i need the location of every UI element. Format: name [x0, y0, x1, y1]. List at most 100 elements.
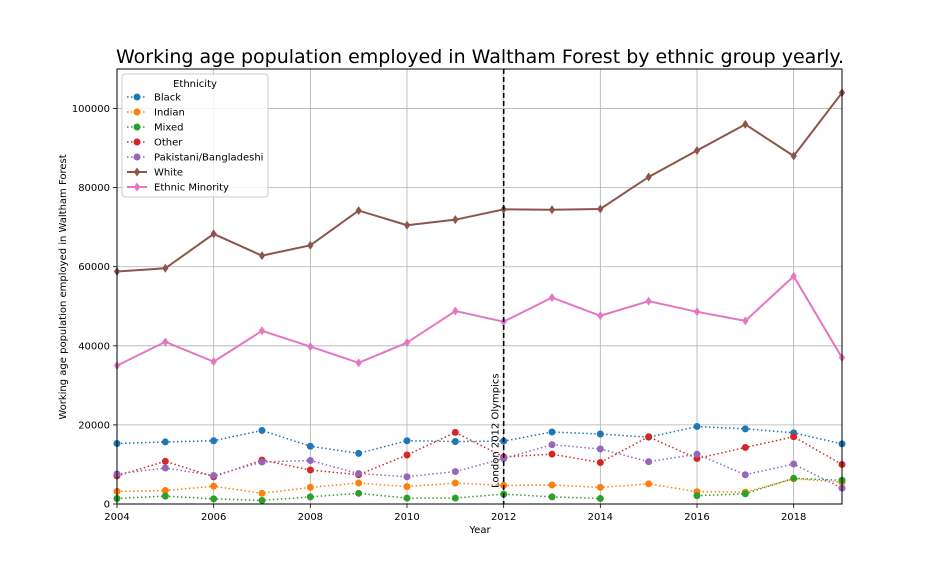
data-point — [403, 483, 411, 491]
legend-label: White — [154, 168, 183, 179]
data-point — [258, 251, 266, 261]
data-point — [645, 172, 652, 182]
data-point — [258, 489, 266, 497]
series-line — [696, 477, 843, 497]
data-point — [548, 428, 556, 436]
data-point — [645, 480, 653, 488]
legend-label: Ethnic Minority — [154, 183, 229, 194]
data-point — [355, 206, 362, 216]
data-point — [451, 479, 459, 487]
data-point — [741, 425, 749, 433]
data-point — [790, 433, 798, 441]
data-point — [742, 316, 749, 326]
data-point — [162, 337, 169, 347]
legend-marker — [133, 93, 141, 101]
data-point — [741, 443, 749, 451]
data-point — [596, 494, 604, 502]
data-point — [452, 306, 459, 316]
data-point — [645, 433, 653, 441]
legend-label: Mixed — [154, 123, 184, 134]
legend-label: Black — [154, 93, 181, 104]
data-point — [597, 204, 604, 214]
data-point — [161, 438, 169, 446]
data-point — [596, 458, 604, 466]
data-point — [258, 496, 266, 504]
data-point — [597, 311, 604, 321]
data-point — [307, 240, 314, 250]
legend-marker — [133, 167, 141, 177]
data-point — [210, 482, 218, 490]
data-point — [403, 437, 411, 445]
series-lines — [113, 88, 846, 504]
series-line — [116, 477, 843, 495]
data-point — [548, 481, 556, 489]
series-mixed — [113, 474, 846, 504]
x-tick-label: 2012 — [491, 512, 516, 523]
data-point — [355, 470, 363, 478]
data-point — [306, 493, 314, 501]
series-line — [116, 443, 843, 489]
data-point — [548, 441, 556, 449]
data-point — [161, 487, 169, 495]
data-point — [162, 263, 169, 273]
data-point — [258, 458, 266, 466]
data-point — [596, 483, 604, 491]
data-point — [548, 293, 556, 303]
data-point — [452, 215, 459, 225]
data-point — [693, 422, 701, 430]
data-point — [307, 342, 314, 352]
legend-label: Indian — [154, 108, 185, 119]
data-point — [210, 357, 217, 367]
x-tick-label: 2010 — [394, 512, 419, 523]
data-point — [548, 493, 556, 501]
data-point — [451, 468, 459, 476]
olympics-label: London 2012 Olympics — [491, 373, 502, 488]
legend-items: Black Indian Mixed Other Pakistani/Banglades… — [127, 93, 263, 194]
data-point — [742, 119, 749, 129]
legend-label: Pakistani/Bangladeshi — [154, 153, 263, 164]
x-tick-label: 2018 — [781, 512, 806, 523]
data-point — [693, 492, 701, 500]
data-point — [161, 457, 169, 465]
legend: Ethnicity Black Indian Mixed Other Pakistani… — [121, 73, 269, 198]
data-point — [693, 145, 701, 155]
data-point — [306, 466, 314, 474]
data-point — [790, 460, 798, 468]
data-point — [306, 457, 314, 464]
legend-marker — [133, 138, 141, 146]
series-ethnic-minority — [113, 271, 846, 371]
data-point — [548, 450, 556, 458]
legend-label: Other — [154, 138, 183, 149]
data-point — [258, 426, 266, 434]
series-line — [116, 431, 843, 478]
y-tick-label: 0 — [104, 500, 110, 511]
legend-marker — [133, 153, 141, 161]
y-tick-label: 80000 — [78, 183, 110, 194]
legend-marker — [133, 108, 141, 116]
data-point — [741, 490, 749, 498]
series-line — [116, 274, 843, 367]
vline-layer: London 2012 Olympics — [491, 69, 505, 504]
y-tick-label: 100000 — [72, 104, 110, 115]
data-point — [790, 151, 797, 161]
data-point — [596, 445, 604, 453]
data-point — [403, 338, 411, 348]
data-point — [790, 474, 798, 482]
data-point — [161, 492, 169, 500]
data-point — [403, 220, 411, 230]
data-point — [693, 307, 701, 317]
data-point — [355, 479, 363, 487]
data-point — [451, 428, 459, 436]
data-point — [355, 489, 363, 497]
data-point — [355, 449, 363, 457]
plot-frame — [116, 68, 843, 505]
x-axis-ticks: 2004 2006 2008 2010 2012 2014 2016 2018 — [104, 504, 806, 523]
legend-box — [121, 73, 269, 198]
series-line — [116, 492, 601, 502]
y-tick-label: 40000 — [78, 341, 110, 352]
data-point — [645, 296, 652, 306]
chart-title: Working age population employed in Walth… — [116, 46, 844, 68]
x-axis-label: Year — [468, 525, 491, 536]
y-tick-label: 60000 — [78, 262, 110, 273]
